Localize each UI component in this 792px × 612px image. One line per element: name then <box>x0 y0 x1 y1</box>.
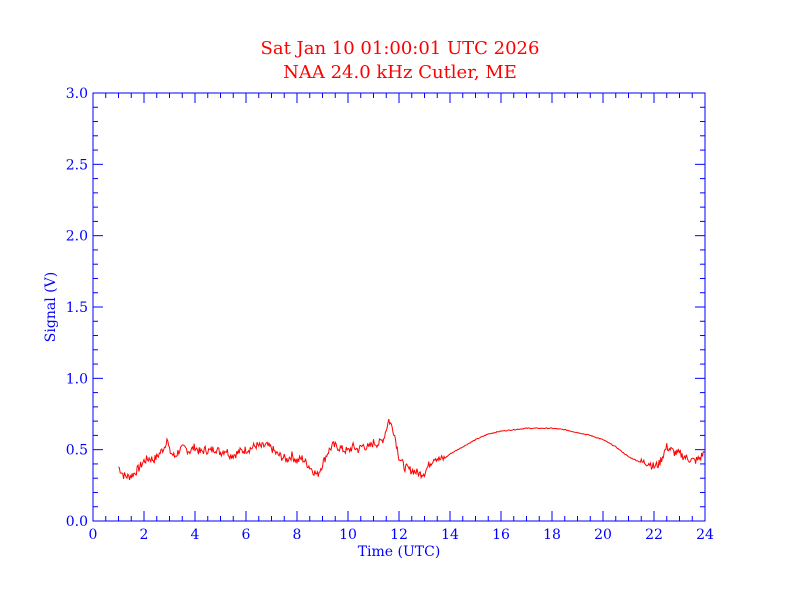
x-tick-label: 18 <box>543 527 561 543</box>
x-tick-label: 14 <box>441 527 459 543</box>
plot-frame <box>92 92 706 522</box>
chart-subtitle: NAA 24.0 kHz Cutler, ME <box>283 62 517 83</box>
y-tick-label: 2.5 <box>66 157 88 173</box>
x-tick-label: 12 <box>390 527 408 543</box>
x-tick-label: 8 <box>293 527 302 543</box>
x-tick-label: 2 <box>140 527 149 543</box>
axis-ticks <box>92 92 706 522</box>
y-tick-label: 0.5 <box>66 443 88 459</box>
signal-series-line <box>118 418 706 481</box>
x-tick-label: 24 <box>696 527 714 543</box>
chart-title: Sat Jan 10 01:00:01 UTC 2026 <box>261 38 540 59</box>
x-tick-label: 4 <box>191 527 200 543</box>
x-tick-label: 20 <box>594 527 612 543</box>
y-tick-label: 1.0 <box>66 371 88 387</box>
y-tick-label: 2.0 <box>66 229 88 245</box>
x-tick-label: 10 <box>339 527 357 543</box>
y-tick-labels: 0.0 0.5 1.0 1.5 2.0 2.5 3.0 <box>66 86 88 530</box>
x-tick-label: 16 <box>492 527 510 543</box>
y-tick-label: 0.0 <box>66 514 88 530</box>
x-tick-labels: 0 2 4 6 8 10 12 14 16 18 20 22 24 <box>89 527 714 543</box>
x-tick-label: 0 <box>89 527 98 543</box>
y-tick-label: 1.5 <box>66 300 88 316</box>
x-tick-label: 22 <box>645 527 663 543</box>
x-tick-label: 6 <box>242 527 251 543</box>
x-axis-label: Time (UTC) <box>358 544 441 560</box>
y-axis-label: Signal (V) <box>43 272 59 342</box>
y-tick-label: 3.0 <box>66 86 88 102</box>
